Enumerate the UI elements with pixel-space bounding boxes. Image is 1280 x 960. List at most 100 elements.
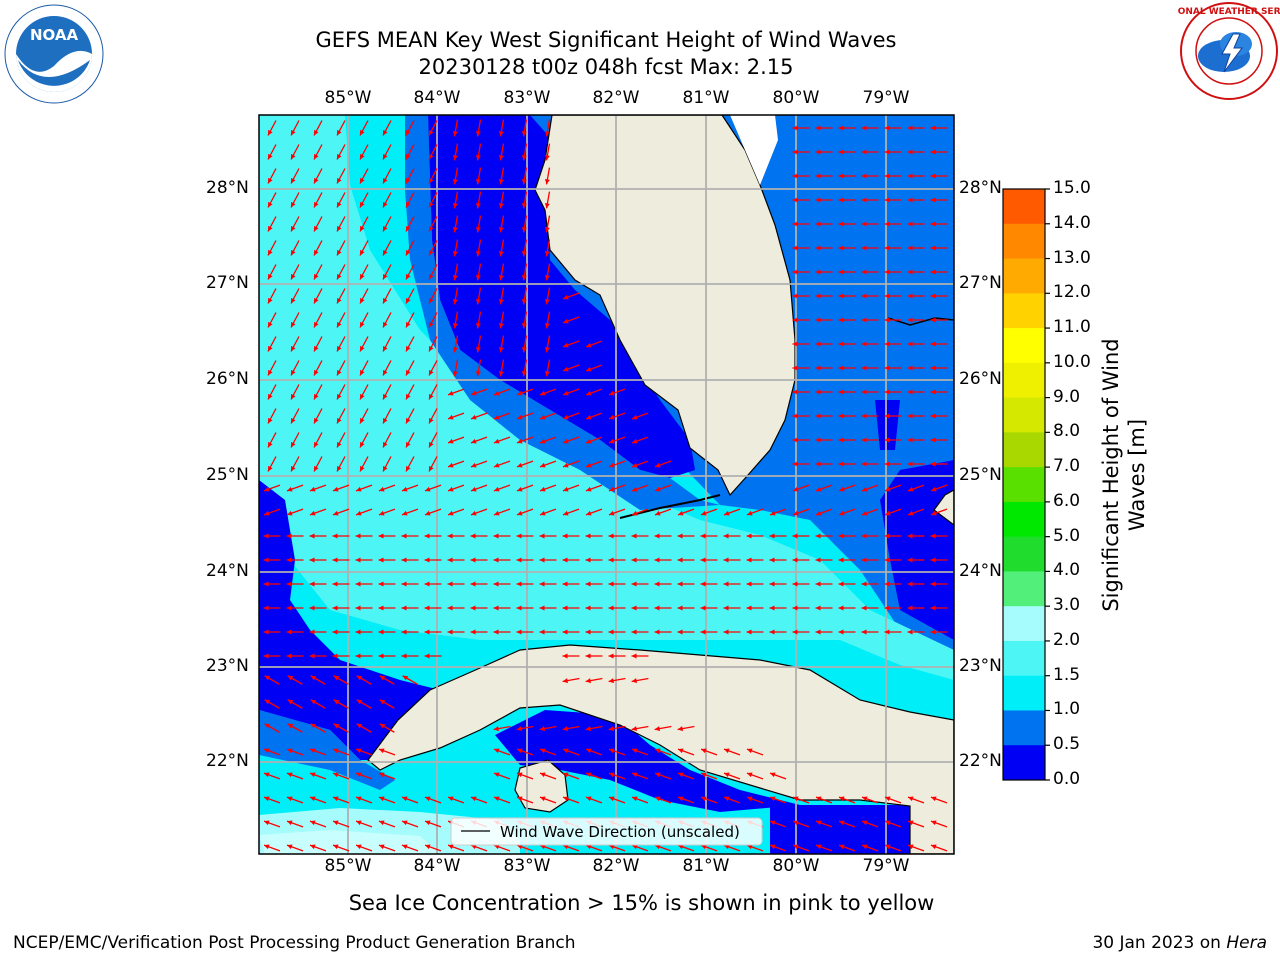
- colorbar-tick-label: 0.0: [1053, 769, 1081, 789]
- wave-direction-arrowhead: [816, 796, 822, 802]
- wave-direction-arrowhead: [544, 323, 550, 329]
- wave-direction-arrowhead: [314, 177, 319, 184]
- wave-direction-arrowhead: [494, 844, 500, 850]
- lat-label-right: 28°N: [959, 178, 1002, 198]
- wave-direction-arrowhead: [609, 390, 615, 396]
- wave-direction-arrowhead: [677, 557, 683, 563]
- wave-direction-arrowhead: [337, 177, 342, 184]
- wave-direction-arrowhead: [815, 605, 821, 611]
- wave-direction-arrowhead: [655, 462, 661, 468]
- wave-direction-arrowhead: [654, 726, 660, 732]
- wave-direction-arrowhead: [907, 629, 913, 635]
- wave-direction-arrowhead: [470, 605, 476, 611]
- wave-direction-arrowhead: [402, 510, 408, 516]
- wave-direction-arrowhead: [907, 437, 913, 443]
- wave-direction-arrowhead: [310, 748, 316, 754]
- wave-direction-arrowhead: [815, 125, 821, 131]
- wave-direction-arrowhead: [521, 323, 527, 329]
- wave-direction-arrowhead: [493, 533, 499, 539]
- wave-direction-arrowhead: [885, 820, 891, 826]
- wave-direction-arrowhead: [264, 772, 270, 778]
- wave-direction-arrowhead: [517, 414, 523, 420]
- wave-direction-arrowhead: [333, 510, 339, 516]
- lat-label-left: 23°N: [206, 656, 249, 676]
- lat-label-right: 22°N: [959, 751, 1002, 771]
- wave-direction-arrowhead: [378, 557, 384, 563]
- lon-label-top: 80°W: [772, 88, 820, 108]
- wave-direction-arrowhead: [746, 629, 752, 635]
- wave-direction-arrowhead: [839, 796, 845, 802]
- wave-direction-arrowhead: [360, 417, 365, 424]
- wave-direction-arrowhead: [378, 581, 384, 587]
- wave-direction-arrowhead: [517, 486, 523, 492]
- wave-direction-arrowhead: [793, 844, 799, 850]
- wave-direction-arrowhead: [544, 371, 550, 377]
- wave-direction-arrowhead: [838, 317, 844, 323]
- wave-direction-arrowhead: [498, 203, 504, 209]
- noaa-logo-icon: NOAA: [4, 4, 104, 104]
- wave-direction-arrowhead: [314, 417, 319, 424]
- wave-direction-arrowhead: [429, 225, 434, 232]
- wave-direction-arrowhead: [723, 629, 729, 635]
- wave-direction-arrowhead: [609, 486, 615, 492]
- wave-direction-arrowhead: [608, 629, 614, 635]
- wave-direction-arrowhead: [263, 605, 269, 611]
- wave-direction-arrowhead: [291, 153, 296, 160]
- wave-direction-arrowhead: [521, 347, 527, 353]
- colorbar-tick-label: 5.0: [1053, 525, 1081, 546]
- wave-direction-arrowhead: [401, 581, 407, 587]
- wave-band-atlantic-mid: [845, 250, 954, 330]
- wave-direction-arrowhead: [471, 414, 477, 420]
- nws-logo-icon: NATIONAL WEATHER SERVICE: [1178, 2, 1280, 100]
- wave-direction-arrowhead: [429, 441, 434, 448]
- wave-direction-arrowhead: [544, 251, 550, 257]
- wave-direction-arrowhead: [521, 275, 527, 281]
- wave-direction-arrowhead: [816, 844, 822, 850]
- wave-direction-arrowhead: [586, 366, 592, 372]
- wave-direction-arrowhead: [815, 389, 821, 395]
- wave-direction-arrowhead: [838, 533, 844, 539]
- wave-direction-arrowhead: [424, 605, 430, 611]
- wave-direction-arrowhead: [816, 486, 822, 492]
- wave-direction-arrowhead: [516, 557, 522, 563]
- wave-direction-arrowhead: [838, 557, 844, 563]
- wave-direction-arrowhead: [862, 844, 868, 850]
- wave-direction-arrowhead: [360, 201, 365, 208]
- wave-direction-arrowhead: [360, 153, 365, 160]
- wave-direction-arrowhead: [747, 844, 753, 850]
- wave-direction-arrowhead: [264, 844, 270, 850]
- wave-direction-arrowhead: [792, 629, 798, 635]
- wave-direction-arrowhead: [452, 275, 458, 281]
- wave-direction-arrowhead: [792, 293, 798, 299]
- wave-direction-arrowhead: [406, 153, 411, 160]
- lat-label-left: 26°N: [206, 369, 249, 389]
- wave-direction-arrowhead: [861, 581, 867, 587]
- wave-direction-arrowhead: [724, 772, 730, 778]
- wave-direction-arrowhead: [475, 155, 481, 161]
- wave-direction-arrowhead: [447, 629, 453, 635]
- wave-direction-arrowhead: [264, 675, 271, 681]
- wave-direction-arrowhead: [563, 318, 569, 324]
- wave-direction-arrowhead: [475, 179, 481, 185]
- wave-direction-arrowhead: [861, 173, 867, 179]
- wave-direction-arrowhead: [701, 844, 707, 850]
- wave-direction-arrowhead: [383, 465, 388, 472]
- wave-direction-arrowhead: [609, 414, 615, 420]
- lon-label-bottom: 82°W: [592, 856, 640, 876]
- wave-direction-arrowhead: [268, 201, 273, 208]
- wave-direction-arrowhead: [337, 201, 342, 208]
- wave-direction-arrowhead: [724, 510, 730, 516]
- wave-direction-arrowhead: [429, 345, 434, 352]
- wave-direction-arrowhead: [425, 510, 431, 516]
- wave-direction-arrowhead: [264, 723, 271, 729]
- wave-direction-arrowhead: [379, 748, 385, 754]
- wave-direction-arrowhead: [677, 629, 683, 635]
- wave-direction-arrowhead: [609, 844, 615, 850]
- colorbar-segment: [1003, 362, 1045, 399]
- colorbar-segment: [1003, 397, 1045, 433]
- wave-direction-arrowhead: [360, 273, 365, 280]
- wave-direction-arrowhead: [475, 251, 481, 257]
- lat-label-left: 25°N: [206, 465, 249, 485]
- wave-direction-arrowhead: [291, 417, 296, 424]
- wave-direction-arrowhead: [356, 772, 362, 778]
